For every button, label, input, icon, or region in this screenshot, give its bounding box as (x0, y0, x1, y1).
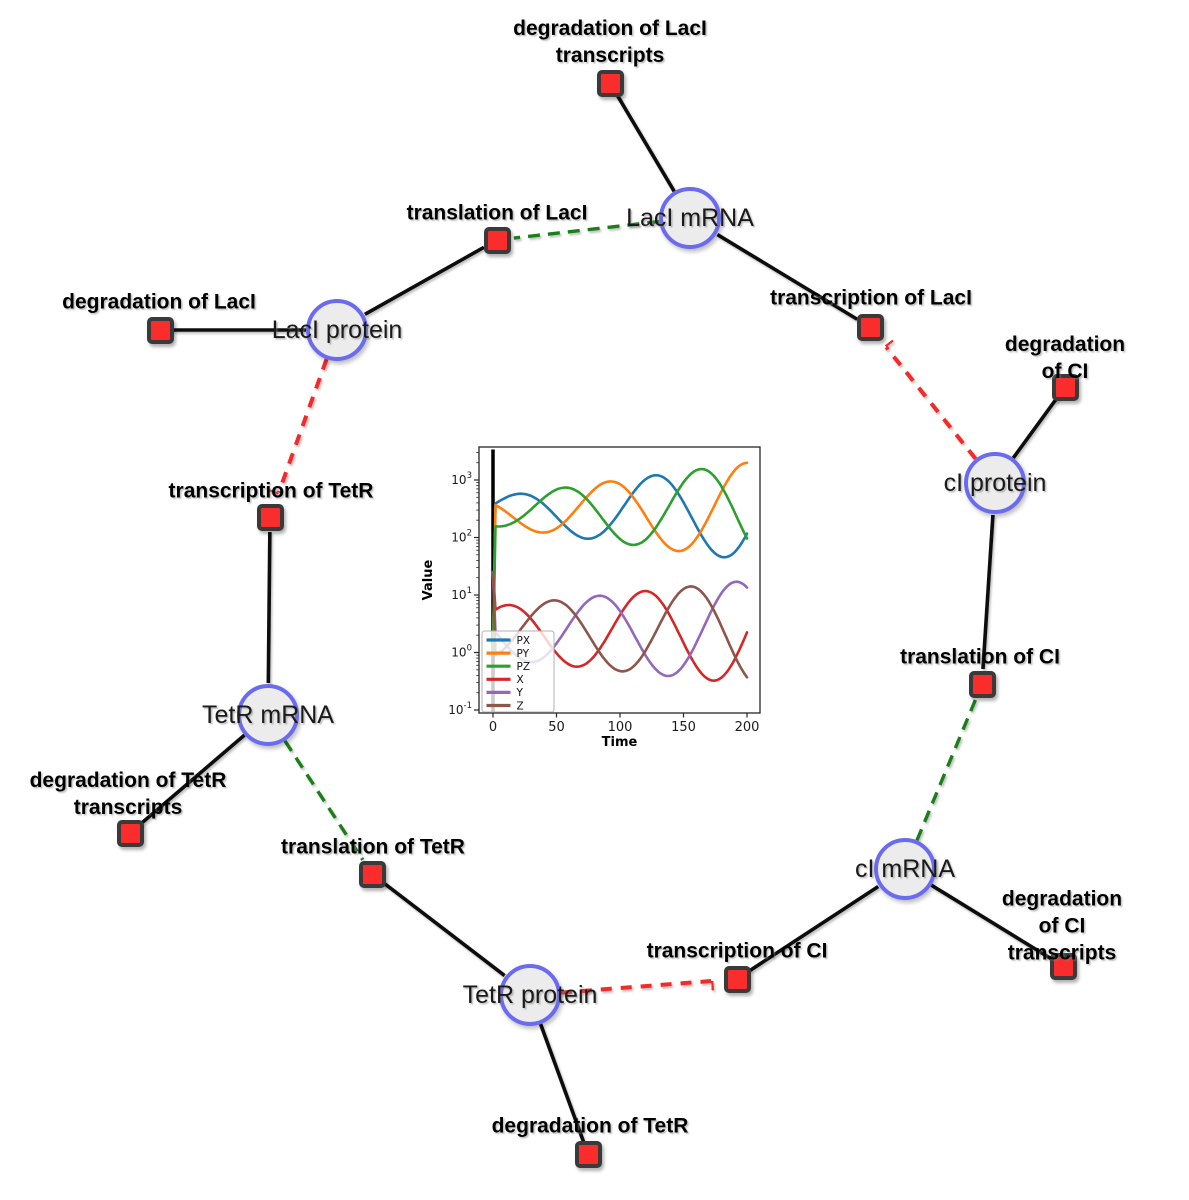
chart-ylabel: Value (421, 559, 436, 600)
process-label-deg-tetr: degradation of TetR (491, 1114, 689, 1138)
svg-text:100: 100 (608, 720, 633, 735)
edge-production-txn_tetr-tetr_mrna (268, 531, 272, 684)
edge-activation-ci_mrna-transl_ci (915, 699, 976, 842)
edge-consumption-laci_mrna-deg_laci_tx (614, 92, 676, 193)
chart-series-X (491, 570, 749, 682)
species-node-laci-mrna[interactable]: LacI mRNA (626, 187, 754, 249)
species-node-ci-mrna[interactable]: cI mRNA (855, 838, 955, 900)
edge-inhibition-ci_protein-txn_laci (886, 347, 978, 461)
process-label-deg-ci: degradation of CI (1004, 333, 1126, 383)
process-label-deg-laci-transcripts: degradation of LacI transcripts (513, 17, 707, 67)
edge-consumption-ci_protein-deg_ci (1011, 395, 1060, 460)
process-label-transcription-laci: transcription of LacI (770, 286, 972, 310)
process-label-translation-tetr: translation of TetR (281, 835, 465, 859)
svg-text:100: 100 (451, 644, 472, 660)
legend-label-PZ: PZ (517, 661, 531, 673)
species-node-tetr-mrna[interactable]: TetR mRNA (202, 684, 334, 746)
svg-text:200: 200 (735, 720, 760, 735)
process-node-deg-tetr[interactable] (574, 1140, 602, 1168)
species-node-ci-protein[interactable]: cI protein (944, 452, 1046, 514)
process-node-deg-ci[interactable] (1051, 373, 1079, 401)
chart-series-Z (491, 570, 749, 679)
process-label-deg-laci: degradation of LacI (62, 290, 256, 314)
edge-production-transl_ci-ci_protein (981, 514, 993, 670)
chart-series-PY (491, 461, 749, 654)
species-node-tetr-protein[interactable]: TetR protein (463, 964, 597, 1026)
process-node-deg-ci-transcripts[interactable] (1049, 952, 1077, 980)
edge-activation-laci_mrna-transl_laci (513, 219, 660, 240)
process-node-transcription-laci[interactable] (856, 313, 884, 341)
process-node-translation-ci[interactable] (968, 670, 996, 698)
edge-inhibition-laci_protein-txn_tetr (279, 358, 329, 492)
edge-consumption-tetr_protein-deg_tetr (538, 1023, 586, 1144)
edge-production-transl_tetr-tetr_protein (382, 881, 506, 977)
legend-label-Y: Y (516, 687, 524, 699)
process-node-transcription-tetr[interactable] (256, 503, 284, 531)
chart-series-PX (491, 473, 749, 654)
process-node-translation-tetr[interactable] (358, 860, 386, 888)
edge-production-txn_ci-ci_mrna (748, 885, 880, 973)
species-node-laci-protein[interactable]: LacI protein (272, 299, 402, 361)
process-label-transcription-ci: transcription of CI (646, 939, 828, 963)
process-node-deg-tetr-transcripts[interactable] (116, 819, 144, 847)
x-axis-ticks: 0 50 100 150 200 (489, 713, 760, 735)
edge-activation-tetr_mrna-transl_tetr (283, 740, 365, 861)
legend-label-PY: PY (517, 648, 530, 660)
process-label-deg-tetr-transcripts: degradation of TetR transcripts (29, 769, 227, 819)
svg-text:101: 101 (451, 586, 472, 602)
process-label-transcription-tetr: transcription of TetR (168, 479, 374, 503)
svg-text:10-1: 10-1 (448, 701, 472, 717)
process-node-transcription-ci[interactable] (723, 965, 751, 993)
chart-xlabel: Time (602, 735, 638, 750)
process-node-deg-laci[interactable] (146, 316, 174, 344)
svg-text:50: 50 (548, 720, 565, 735)
edge-consumption-ci_mrna-deg_ci_tx (930, 883, 1054, 962)
y-axis-ticks: 10-1 100 101 102 103 (448, 452, 479, 717)
legend-label-PX: PX (517, 635, 531, 647)
chart-series-PZ (491, 467, 749, 654)
legend-label-X: X (517, 674, 524, 686)
svg-text:102: 102 (451, 529, 472, 545)
edge-production-transl_laci-laci_protein (364, 245, 485, 316)
process-node-deg-laci-transcripts[interactable] (596, 69, 624, 97)
process-label-translation-laci: translation of LacI (406, 201, 588, 225)
edge-production-txn_laci-laci_mrna (716, 233, 859, 321)
process-label-translation-ci: translation of CI (900, 645, 1060, 669)
inset-chart: 10-1 100 101 102 103 0 50 100 150 200 Time Value PX P… (415, 428, 777, 760)
edge-consumption-tetr_mrna-deg_tetr_tx (137, 733, 246, 827)
legend-label-Z: Z (517, 700, 524, 712)
svg-text:103: 103 (451, 471, 472, 487)
svg-text:150: 150 (671, 720, 696, 735)
process-node-translation-laci[interactable] (483, 226, 511, 254)
svg-text:0: 0 (489, 720, 497, 735)
process-label-deg-ci-transcripts: degradation of CI transcripts (1001, 887, 1123, 965)
edge-inhibition-tetr_protein-txn_ci (560, 981, 711, 995)
